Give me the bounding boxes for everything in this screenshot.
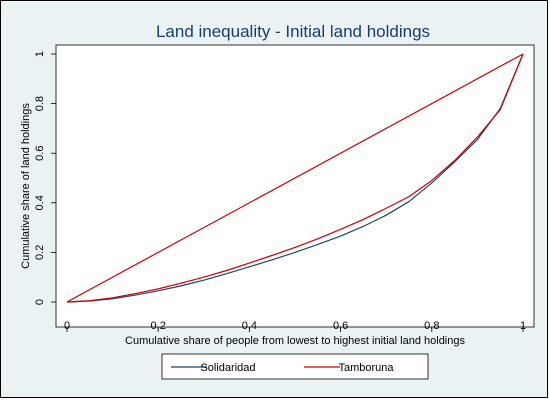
- y-tick-label: 0.6: [34, 146, 46, 161]
- legend: Solidaridad Tamboruna: [171, 362, 394, 374]
- x-tick-label: 1: [520, 320, 526, 332]
- legend-label: Tamboruna: [338, 362, 394, 374]
- plot-lines: [66, 53, 524, 303]
- series-line-solidaridad: [66, 53, 524, 303]
- y-axis-title: Cumulative share of land holdings: [20, 103, 32, 269]
- y-tick-label: 0.2: [34, 245, 46, 260]
- y-tick-label: 0: [34, 299, 46, 305]
- y-axis-ticks: 0 0.2 0.4 0.6 0.8 1: [34, 51, 56, 305]
- x-axis-title: Cumulative share of people from lowest t…: [125, 335, 465, 347]
- x-tick-label: 0.8: [424, 320, 439, 332]
- x-tick-label: 0: [64, 320, 70, 332]
- x-tick-label: 0.4: [242, 320, 257, 332]
- series-line-tamboruna: [66, 53, 524, 303]
- y-tick-label: 1: [34, 51, 46, 57]
- x-axis-ticks: 0 0.2 0.4 0.6 0.8 1: [64, 320, 526, 332]
- x-tick-label: 0.6: [333, 320, 348, 332]
- legend-label: Solidaridad: [200, 362, 255, 374]
- y-tick-label: 0.4: [34, 195, 46, 210]
- chart-title: Land inequality - Initial land holdings: [156, 22, 430, 41]
- line-of-equality: [66, 53, 524, 303]
- x-tick-label: 0.2: [151, 320, 166, 332]
- y-tick-label: 0.8: [34, 96, 46, 111]
